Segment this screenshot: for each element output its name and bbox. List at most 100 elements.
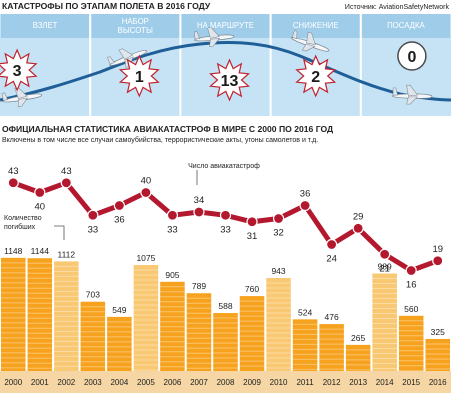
accidents-point — [326, 238, 338, 251]
bar-series-pointer — [54, 225, 65, 240]
accidents-value-label: 33 — [220, 224, 231, 235]
fatalities-bar — [107, 316, 132, 371]
accidents-line — [7, 177, 444, 277]
airplane-landing-icon — [391, 84, 433, 105]
bar-value-label: 476 — [325, 312, 339, 322]
phase-count: 13 — [221, 73, 239, 90]
phase-label: СНИЖЕНИЕ — [293, 21, 339, 30]
phase-label-band — [91, 14, 180, 38]
fatalities-bar — [160, 281, 185, 371]
accidents-value-label: 16 — [406, 280, 417, 291]
accidents-point — [7, 177, 19, 189]
accidents-point — [140, 186, 152, 199]
year-tick-label: 2015 — [402, 378, 420, 387]
fatalities-bar — [292, 319, 318, 371]
accidents-point — [246, 216, 258, 228]
bar-value-label: 989 — [378, 262, 392, 272]
fatalities-bar — [372, 273, 397, 371]
accidents-value-label: 40 — [35, 202, 46, 213]
fatalities-bar — [1, 257, 26, 371]
fatalities-bar — [345, 344, 371, 371]
accidents-value-label: 19 — [432, 244, 443, 255]
bar-value-label: 905 — [165, 270, 179, 280]
stats-title: ОФИЦИАЛЬНАЯ СТАТИСТИКА АВИАКАТАСТРОФ В М… — [2, 124, 333, 134]
fatalities-bar — [213, 313, 238, 371]
bar-series-label: погибших — [4, 223, 36, 231]
bar-value-label: 760 — [245, 284, 259, 294]
year-axis: 2000 2001 2002 2003 2004 2005 2006 2007 2008 2009… — [0, 371, 451, 393]
fatalities-bar — [186, 293, 212, 371]
chart-labels: 1148 1144 1112 703 549 1075 905 789 588 760 943 524… — [4, 163, 445, 343]
phase-burst-icon — [209, 58, 250, 102]
accidents-value-label: 24 — [326, 254, 337, 265]
bar-value-label: 524 — [298, 307, 312, 317]
accidents-value-label: 34 — [194, 195, 205, 206]
bar-value-label: 943 — [271, 266, 285, 276]
bar-value-label: 588 — [218, 301, 232, 311]
phase-label: НА МАРШРУТЕ — [197, 21, 254, 30]
accidents-point — [87, 209, 99, 221]
phase-count: 2 — [311, 69, 320, 86]
accidents-point — [272, 212, 285, 225]
accidents-value-label: 21 — [379, 263, 390, 274]
year-tick-label: 2003 — [84, 378, 102, 387]
accidents-point — [299, 199, 311, 212]
fatalities-bar — [133, 265, 159, 371]
year-tick-label: 2009 — [243, 378, 261, 387]
phase-burst-icon — [295, 54, 337, 98]
bar-value-label: 1075 — [136, 253, 155, 263]
source-note: Источник: AviationSafetyNetwork — [345, 4, 450, 11]
phase-circle-icon — [397, 41, 427, 71]
phase-label-band — [271, 14, 360, 38]
year-tick-label: 2013 — [349, 378, 367, 387]
airplane-descent-icon — [290, 30, 330, 52]
year-tick-label: 2006 — [164, 378, 182, 387]
year-tick-label: 2004 — [110, 378, 128, 387]
phase-count: 1 — [135, 69, 144, 86]
fatalities-bar — [27, 258, 53, 371]
bar-series-label: Количество — [4, 215, 42, 222]
accidents-point — [34, 186, 46, 199]
accidents-value-label: 40 — [141, 176, 152, 187]
year-tick-label: 2007 — [190, 378, 208, 387]
phase-count: 0 — [407, 49, 416, 66]
bar-value-label: 1148 — [4, 246, 23, 256]
line-series-label: Число авиакатастроф — [188, 163, 260, 170]
accidents-point — [432, 255, 444, 267]
year-tick-label: 2005 — [137, 378, 155, 387]
phase-burst-icon — [118, 54, 160, 98]
bar-value-label: 703 — [86, 290, 100, 300]
bar-value-label: 549 — [112, 305, 126, 315]
accidents-value-label: 43 — [8, 166, 19, 177]
accidents-value-label: 43 — [61, 166, 72, 177]
year-tick-label: 2011 — [296, 378, 314, 387]
stats-subtitle: Включены в том числе все случаи самоубий… — [2, 136, 318, 144]
accidents-value-label: 36 — [300, 189, 311, 200]
fatalities-bar — [266, 278, 291, 371]
phase-label: ВЗЛЕТ — [33, 21, 58, 30]
accidents-point — [113, 199, 125, 212]
fatalities-bar — [80, 301, 106, 371]
accidents-value-label: 33 — [167, 224, 178, 235]
phase-label-band — [361, 14, 450, 38]
bar-value-label: 1112 — [57, 249, 75, 259]
year-strip — [0, 371, 451, 393]
phase-burst-icon — [0, 48, 38, 92]
year-tick-label: 2010 — [270, 378, 288, 387]
year-tick-label: 2016 — [429, 378, 447, 387]
accidents-value-label: 29 — [353, 211, 364, 222]
phase-label-band — [1, 14, 90, 38]
accidents-value-label: 31 — [247, 231, 258, 242]
phase-label: ВЫСОТЫ — [118, 26, 153, 35]
fatalities-bar — [54, 261, 79, 371]
bar-value-label: 265 — [351, 333, 365, 343]
accidents-point — [405, 264, 417, 277]
year-tick-label: 2001 — [31, 378, 49, 387]
accidents-point — [352, 222, 364, 234]
year-tick-label: 2012 — [323, 378, 341, 387]
bar-value-label: 560 — [404, 304, 418, 314]
accidents-value-label: 32 — [273, 228, 284, 239]
accidents-value-label: 33 — [88, 224, 99, 235]
